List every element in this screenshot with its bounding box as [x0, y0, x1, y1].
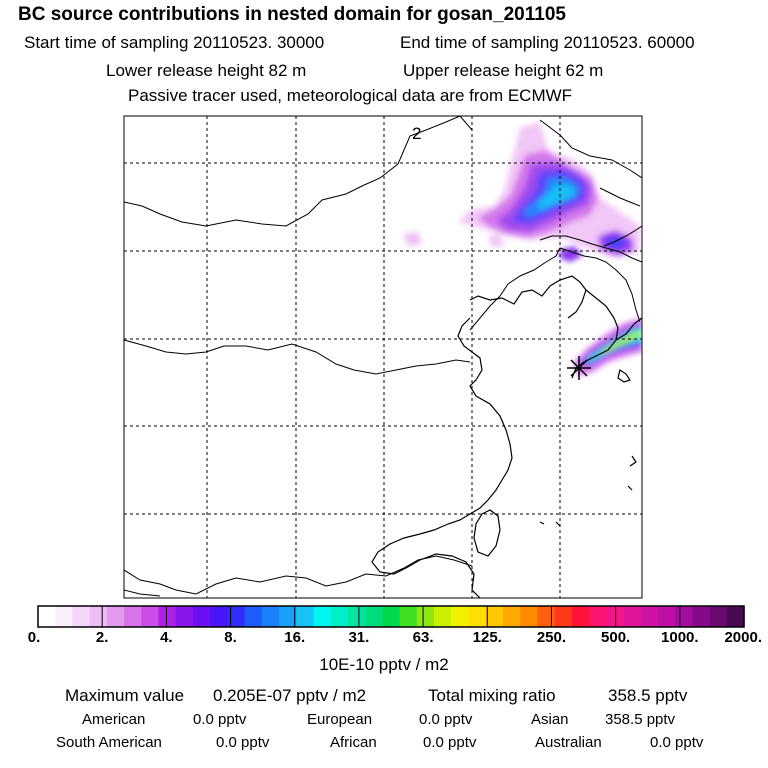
receptor-star-icon — [567, 356, 591, 380]
asian-label: Asian — [531, 711, 569, 728]
colorbar-tick-label: 4. — [160, 629, 173, 646]
african-label: African — [330, 734, 377, 751]
australian-value: 0.0 pptv — [650, 734, 704, 751]
colorbar-cell — [227, 606, 246, 627]
max-value-label: Maximum value — [65, 686, 185, 705]
colorbar-tick-label: 63. — [413, 629, 434, 646]
south-american-value: 0.0 pptv — [216, 734, 270, 751]
contour-label: 2 — [412, 124, 421, 143]
colorbar-cell — [657, 606, 676, 627]
colorbar-cell — [709, 606, 728, 627]
colorbar-cell — [72, 606, 91, 627]
colorbar-cell — [416, 606, 435, 627]
end-time-label: End time of sampling 20110523. 60000 — [400, 33, 695, 52]
colorbar-cell — [141, 606, 160, 627]
colorbar-cell — [451, 606, 470, 627]
colorbar-cell — [485, 606, 504, 627]
colorbar-cell — [192, 606, 211, 627]
colorbar-cell — [296, 606, 315, 627]
colorbar-cell — [726, 606, 745, 627]
colorbar-tick-label: 1000. — [661, 629, 699, 646]
colorbar-frame — [37, 605, 745, 628]
colorbar-cell — [279, 606, 297, 627]
colorbar-cell — [365, 606, 383, 627]
lat-lon-grid — [124, 116, 642, 598]
colorbar-cell — [244, 606, 263, 627]
colorbar-cell — [623, 606, 642, 627]
colorbar-tick-label: 2. — [96, 629, 109, 646]
colorbar-cell — [89, 606, 108, 627]
colorbar-cell — [38, 606, 56, 627]
china-coastline — [371, 275, 642, 598]
european-value: 0.0 pptv — [419, 711, 473, 728]
african-value: 0.0 pptv — [423, 734, 477, 751]
colorbar-tick-label: 2000. — [724, 629, 762, 646]
colorbar-cell — [382, 606, 401, 627]
colorbar-tick-label: 500. — [601, 629, 630, 646]
colorbar-cell — [210, 606, 229, 627]
total-mixing-ratio-label: Total mixing ratio — [428, 686, 556, 705]
colorbar-cell — [261, 606, 280, 627]
start-time-label: Start time of sampling 20110523. 30000 — [24, 33, 325, 52]
upper-release-height: Upper release height 62 m — [403, 61, 604, 80]
colorbar-cell — [589, 606, 607, 627]
european-label: European — [307, 711, 373, 728]
south-american-label: South American — [56, 734, 162, 751]
colorbar-cell — [554, 606, 573, 627]
colorbar-cell — [313, 606, 332, 627]
colorbar-tick-label: 31. — [348, 629, 369, 646]
colorbar-cell — [434, 606, 452, 627]
colorbar-cell — [175, 606, 194, 627]
colorbar-cell — [158, 606, 177, 627]
colorbar-tick-label: 250. — [537, 629, 566, 646]
max-value: 0.205E-07 pptv / m2 — [213, 686, 367, 705]
colorbar-cell — [106, 606, 125, 627]
colorbar-cell — [571, 606, 590, 627]
lower-release-height: Lower release height 82 m — [106, 61, 307, 80]
colorbar-cell — [502, 606, 521, 627]
colorbar-units: 10E-10 pptv / m2 — [319, 655, 449, 674]
colorbar-cell — [55, 606, 74, 627]
american-value: 0.0 pptv — [193, 711, 247, 728]
asian-value: 358.5 pptv — [605, 711, 676, 728]
colorbar-cell — [330, 606, 349, 627]
colorbar-cell — [520, 606, 538, 627]
colorbar-cell — [468, 606, 487, 627]
australian-label: Australian — [535, 734, 602, 751]
colorbar-tick-label: 16. — [284, 629, 305, 646]
tracer-note: Passive tracer used, meteorological data… — [128, 86, 573, 105]
american-label: American — [82, 711, 146, 728]
coastlines — [124, 116, 642, 597]
colorbar-cell — [675, 606, 693, 627]
map-frame — [123, 115, 643, 599]
colorbar-tick-label: 125. — [473, 629, 502, 646]
colorbar-cell — [347, 606, 366, 627]
colorbar-cell — [399, 606, 418, 627]
concentration-plume-north — [403, 122, 640, 262]
colorbar-tick-label: 0. — [28, 629, 41, 646]
colorbar-cell — [692, 606, 711, 627]
colorbar-cell — [537, 606, 556, 627]
plot-title: BC source contributions in nested domain… — [18, 4, 566, 25]
colorbar-tick-label: 8. — [224, 629, 237, 646]
colorbar-cell — [640, 606, 659, 627]
colorbar-cell — [124, 606, 142, 627]
total-mixing-ratio-value: 358.5 pptv — [608, 686, 688, 705]
